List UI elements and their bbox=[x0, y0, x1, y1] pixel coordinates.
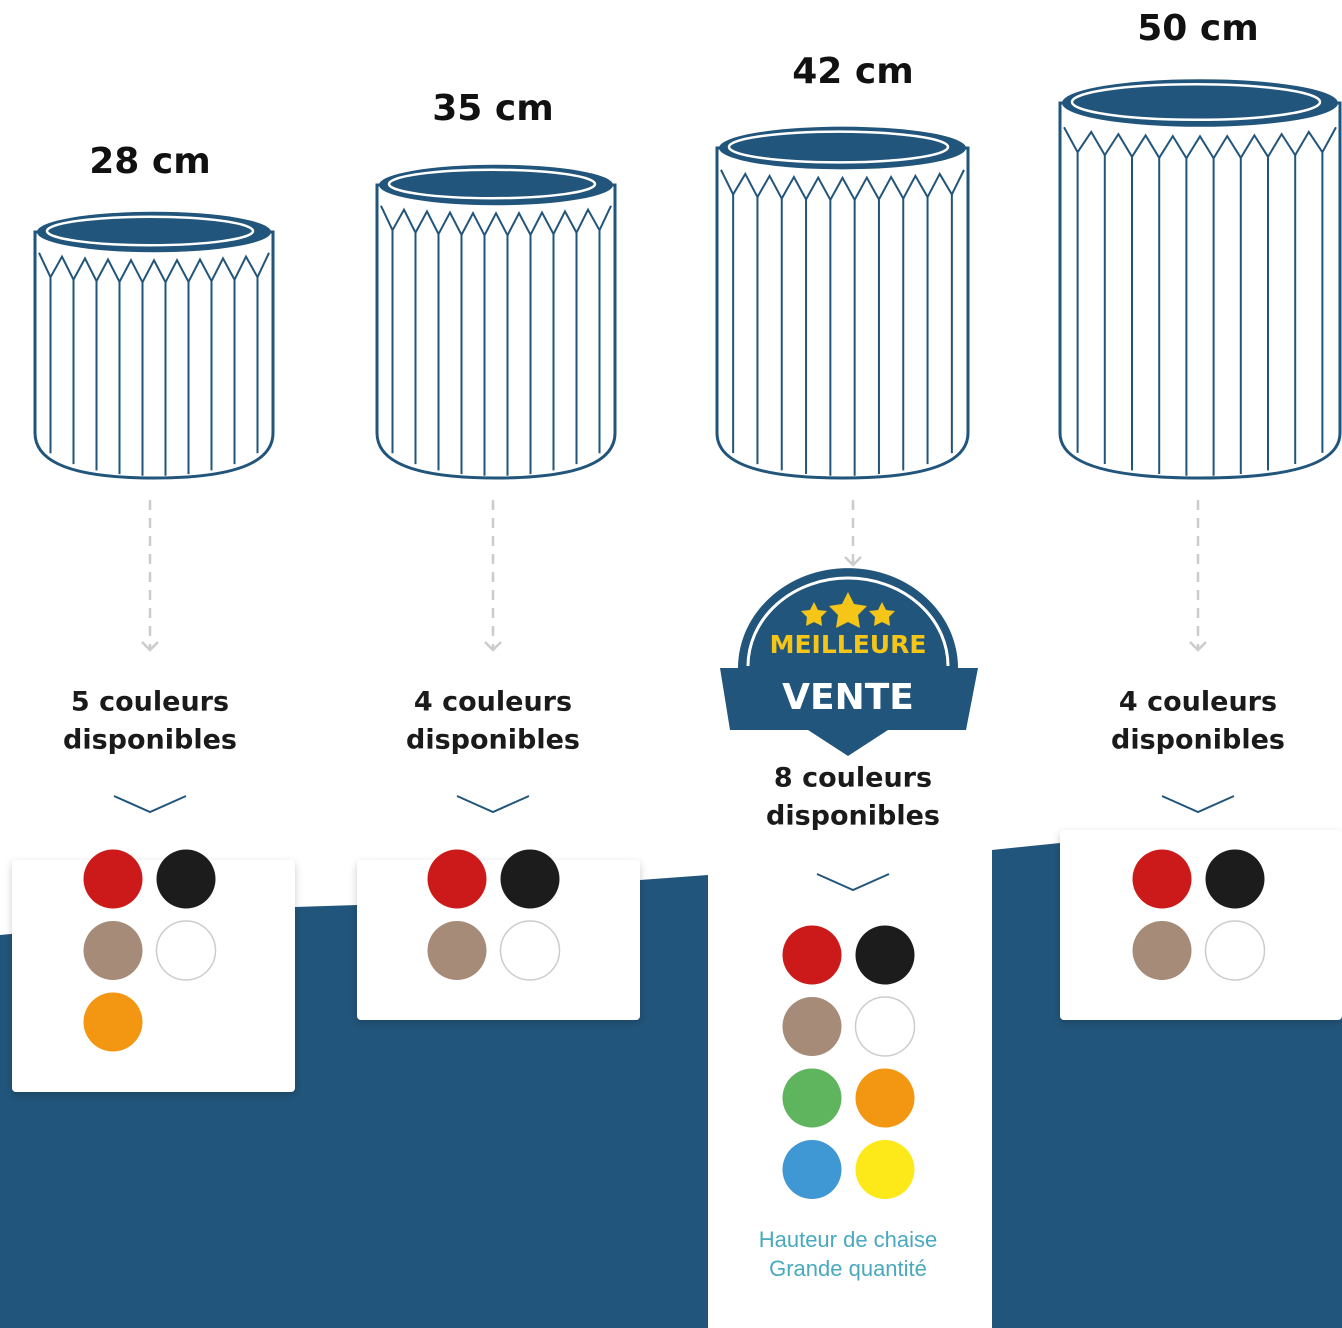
color-swatch bbox=[854, 996, 916, 1057]
color-swatch bbox=[855, 925, 915, 985]
card bbox=[12, 860, 295, 1092]
product: 42 cm 8 couleurs disponibles bbox=[715, 51, 970, 1199]
colors-label: 4 couleurs bbox=[1119, 687, 1277, 718]
color-swatch bbox=[83, 992, 143, 1052]
note-line: Grande quantité bbox=[769, 1256, 927, 1281]
arrow-head bbox=[484, 641, 502, 652]
color-swatch bbox=[1205, 849, 1265, 909]
color-swatch bbox=[156, 849, 216, 909]
stool-top-rim bbox=[1070, 82, 1322, 122]
color-swatch bbox=[500, 849, 560, 909]
stool-top-rim bbox=[45, 215, 255, 247]
colors-label: disponibles bbox=[1111, 725, 1285, 756]
color-swatch bbox=[782, 925, 842, 985]
colors-label: 8 couleurs bbox=[774, 763, 932, 794]
stool-zigzag bbox=[720, 169, 965, 202]
stool-zigzag bbox=[38, 252, 270, 285]
card bbox=[357, 860, 640, 1020]
colors-label: 4 couleurs bbox=[414, 687, 572, 718]
size-label: 28 cm bbox=[89, 141, 210, 182]
arrow-head bbox=[844, 556, 862, 567]
stool-top-rim bbox=[727, 130, 950, 164]
colors-label: disponibles bbox=[63, 725, 237, 756]
color-swatch bbox=[83, 849, 143, 909]
color-swatch bbox=[427, 921, 487, 980]
stool-zigzag bbox=[1063, 126, 1337, 161]
chevron bbox=[816, 873, 890, 892]
stool-body bbox=[33, 230, 275, 480]
chevron bbox=[456, 795, 530, 814]
stool-body bbox=[1058, 101, 1342, 480]
stool-zigzag bbox=[380, 205, 612, 238]
badge-line1: MEILLEURE bbox=[770, 630, 927, 659]
color-swatch bbox=[782, 1068, 842, 1128]
badge-line2: VENTE bbox=[782, 677, 914, 718]
color-swatch bbox=[855, 1140, 915, 1199]
note-line: Hauteur de chaise bbox=[759, 1227, 938, 1252]
card bbox=[708, 840, 992, 1328]
colors-label: disponibles bbox=[406, 725, 580, 756]
bestseller-badge: MEILLEURE VENTE bbox=[720, 568, 978, 756]
color-swatch bbox=[155, 920, 217, 981]
chevron bbox=[1161, 795, 1235, 814]
color-swatch bbox=[83, 921, 143, 980]
stool-body bbox=[715, 146, 970, 480]
color-swatch bbox=[1204, 920, 1266, 981]
colors-label: disponibles bbox=[766, 801, 940, 832]
color-swatch bbox=[427, 849, 487, 909]
background-steps bbox=[0, 838, 1342, 1328]
card bbox=[1060, 830, 1342, 1020]
stool-top-rim bbox=[387, 168, 597, 200]
arrow-head bbox=[141, 641, 159, 652]
stool-body bbox=[375, 183, 617, 480]
size-label: 35 cm bbox=[432, 88, 553, 129]
size-label: 50 cm bbox=[1137, 8, 1258, 49]
color-swatch bbox=[1132, 849, 1192, 909]
color-swatch bbox=[855, 1068, 915, 1128]
colors-label: 5 couleurs bbox=[71, 687, 229, 718]
color-swatch bbox=[782, 997, 842, 1056]
color-swatch bbox=[1132, 921, 1192, 980]
size-label: 42 cm bbox=[792, 51, 913, 92]
arrow-head bbox=[1189, 641, 1207, 652]
product: 28 cm 5 couleurs disponibles bbox=[33, 141, 275, 1052]
chevron bbox=[113, 795, 187, 814]
product: 35 cm 4 couleurs disponibles bbox=[375, 88, 617, 981]
color-swatch bbox=[499, 920, 561, 981]
product: 50 cm 4 couleurs disponibles bbox=[1058, 8, 1342, 981]
color-swatch bbox=[782, 1140, 842, 1199]
stool-top bbox=[1062, 79, 1338, 127]
